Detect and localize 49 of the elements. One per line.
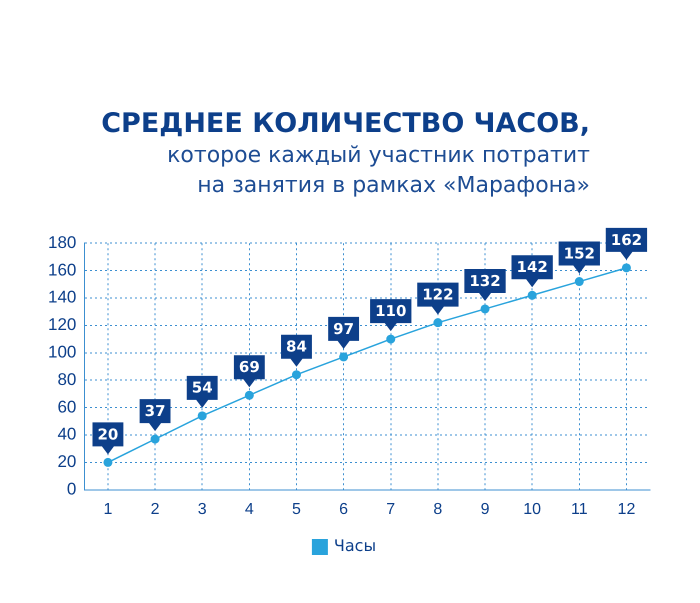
x-tick-label: 9 xyxy=(480,500,490,518)
data-label: 97 xyxy=(333,320,354,338)
data-label: 152 xyxy=(564,244,595,262)
x-tick-label: 11 xyxy=(570,500,588,518)
data-label: 110 xyxy=(375,302,406,320)
data-label: 132 xyxy=(469,272,501,290)
y-tick-label: 60 xyxy=(57,397,76,416)
data-label: 122 xyxy=(422,286,454,304)
x-tick-label: 10 xyxy=(523,500,542,518)
point xyxy=(339,352,348,362)
legend-label: Часы xyxy=(334,536,376,556)
data-label: 69 xyxy=(238,358,260,376)
point xyxy=(292,370,301,380)
y-tick-label: 160 xyxy=(48,260,76,280)
chart-title: СРЕДНЕЕ КОЛИЧЕСТВО ЧАСОВ, xyxy=(100,108,590,139)
y-tick-label: 20 xyxy=(57,452,76,472)
x-tick-label: 7 xyxy=(386,500,396,518)
y-tick-label: 80 xyxy=(57,370,76,389)
x-tick-label: 1 xyxy=(103,500,112,518)
y-tick-label: 100 xyxy=(48,342,76,362)
point xyxy=(103,458,112,467)
point xyxy=(480,304,490,314)
data-label: 37 xyxy=(144,402,166,420)
x-tick-label: 12 xyxy=(618,500,636,518)
y-tick-label: 120 xyxy=(48,315,76,334)
data-label: 162 xyxy=(610,230,642,249)
point xyxy=(528,290,537,300)
y-tick-label: 180 xyxy=(48,232,76,252)
point xyxy=(433,318,442,328)
x-tick-label: 4 xyxy=(244,500,254,518)
data-label: 20 xyxy=(97,425,118,444)
x-tick-label: 3 xyxy=(198,500,207,518)
y-tick-label: 0 xyxy=(66,479,76,498)
point xyxy=(386,334,396,344)
point xyxy=(244,390,254,400)
y-tick-label: 140 xyxy=(48,288,76,307)
point xyxy=(574,277,584,286)
point xyxy=(198,411,207,420)
point xyxy=(150,434,160,444)
x-tick-label: 5 xyxy=(292,500,302,518)
data-label: 142 xyxy=(516,258,548,276)
point xyxy=(622,263,631,272)
data-label: 54 xyxy=(192,378,213,397)
x-tick-label: 8 xyxy=(433,500,442,518)
x-tick-label: 6 xyxy=(339,500,348,518)
x-tick-label: 2 xyxy=(150,500,160,518)
chart-subtitle: которое каждый участник потратит на занятия в рамках «Марафона» xyxy=(166,142,590,200)
y-tick-label: 40 xyxy=(57,424,76,444)
data-label: 84 xyxy=(286,338,307,356)
